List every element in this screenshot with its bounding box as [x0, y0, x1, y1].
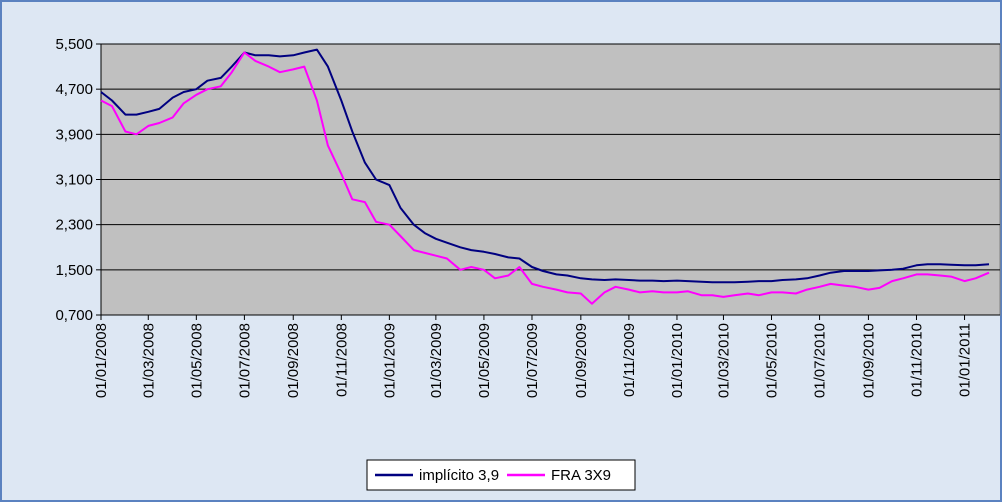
- x-tick-label: 01/09/2009: [573, 323, 590, 398]
- x-tick-label: 01/05/2008: [188, 323, 205, 398]
- x-tick-label: 01/07/2010: [812, 323, 829, 398]
- y-tick-label: 0,700: [55, 307, 93, 324]
- x-tick-label: 01/07/2009: [524, 323, 541, 398]
- x-tick-label: 01/01/2010: [669, 323, 686, 398]
- x-tick-label: 01/05/2010: [764, 323, 781, 398]
- x-tick-label: 01/03/2010: [715, 323, 732, 398]
- x-tick-label: 01/09/2008: [285, 323, 302, 398]
- x-tick-label: 01/03/2009: [428, 323, 445, 398]
- x-tick-label: 01/01/2009: [381, 323, 398, 398]
- x-tick-label: 01/01/2008: [93, 323, 110, 398]
- series-line: [100, 48, 990, 284]
- legend-label: implícito 3,9: [419, 467, 499, 484]
- x-tick-label: 01/03/2008: [140, 323, 157, 398]
- y-tick-label: 4,700: [55, 81, 93, 98]
- x-tick-label: 01/11/2008: [333, 323, 350, 397]
- y-tick-label: 3,100: [55, 172, 93, 189]
- legend-label: FRA 3X9: [551, 467, 611, 484]
- y-tick-label: 1,500: [55, 262, 93, 279]
- x-tick-label: 01/09/2010: [860, 323, 877, 398]
- x-tick-label: 01/07/2008: [236, 323, 253, 398]
- x-tick-label: 01/01/2011: [957, 323, 974, 397]
- y-tick-label: 3,900: [55, 126, 93, 143]
- x-tick-label: 01/11/2009: [621, 323, 638, 397]
- x-tick-label: 01/05/2009: [476, 323, 493, 398]
- x-tick-label: 01/11/2010: [908, 323, 925, 397]
- y-tick-label: 5,500: [55, 36, 93, 53]
- series-line: [100, 51, 990, 305]
- y-tick-label: 2,300: [55, 217, 93, 234]
